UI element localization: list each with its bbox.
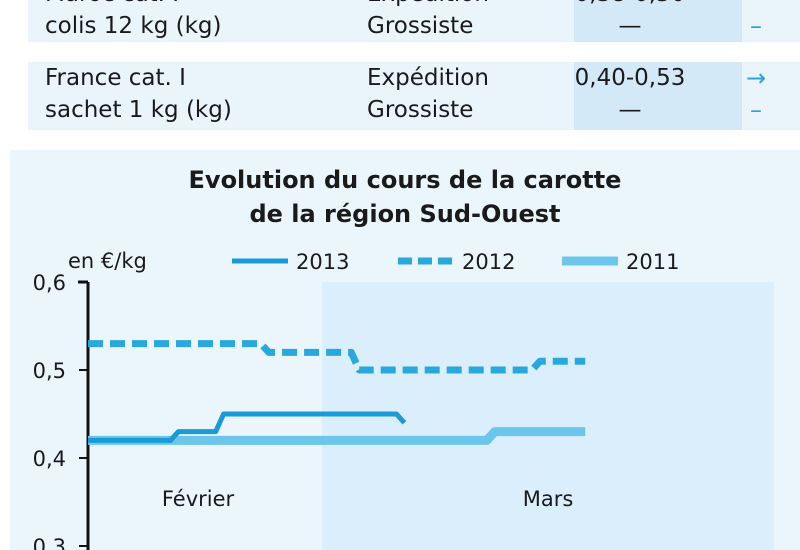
period-label: Mars bbox=[523, 487, 574, 511]
y-tick-label: 0,4 bbox=[33, 447, 66, 471]
price-table-row-cut bbox=[28, 0, 800, 42]
price-table-row bbox=[28, 62, 800, 130]
price-cell: 0,38-0,50 — bbox=[575, 0, 686, 39]
price-column-band bbox=[574, 62, 742, 130]
chart-period-labels: Février Mars bbox=[162, 487, 573, 511]
series-line-2012 bbox=[88, 340, 586, 374]
chart-axes: 0,3 0,4 0,5 0,6 bbox=[33, 271, 90, 550]
stage-cell: Expédition Grossiste bbox=[367, 65, 489, 123]
y-tick-label: 0,3 bbox=[33, 535, 66, 550]
legend-label-2012: 2012 bbox=[462, 250, 515, 274]
chart-series bbox=[88, 340, 586, 445]
y-tick-label: 0,6 bbox=[33, 271, 66, 295]
price-column-band bbox=[574, 0, 742, 42]
y-tick-label: 0,5 bbox=[33, 359, 66, 383]
y-axis-unit-label: en €/kg bbox=[68, 249, 147, 273]
period-label: Février bbox=[162, 487, 235, 511]
trend-arrow-icon: → – bbox=[745, 64, 767, 124]
series-line-2011 bbox=[88, 427, 586, 445]
trend-arrow-icon: → – bbox=[746, 0, 766, 40]
chart-title-line-1: Evolution du cours de la carotte bbox=[189, 166, 622, 194]
product-cell: Maroc cat. I colis 12 kg (kg) bbox=[45, 0, 222, 39]
stage-cell: Expédition Grossiste bbox=[367, 0, 489, 39]
price-cell: 0,40-0,53 — bbox=[574, 65, 686, 123]
chart-legend: 2013 2012 2011 bbox=[232, 250, 679, 274]
chart-title-line-2: de la région Sud-Ouest bbox=[249, 200, 560, 228]
legend-label-2013: 2013 bbox=[296, 250, 349, 274]
product-cell: France cat. I sachet 1 kg (kg) bbox=[45, 65, 232, 123]
series-line-2013 bbox=[88, 411, 407, 443]
legend-label-2011: 2011 bbox=[626, 250, 679, 274]
